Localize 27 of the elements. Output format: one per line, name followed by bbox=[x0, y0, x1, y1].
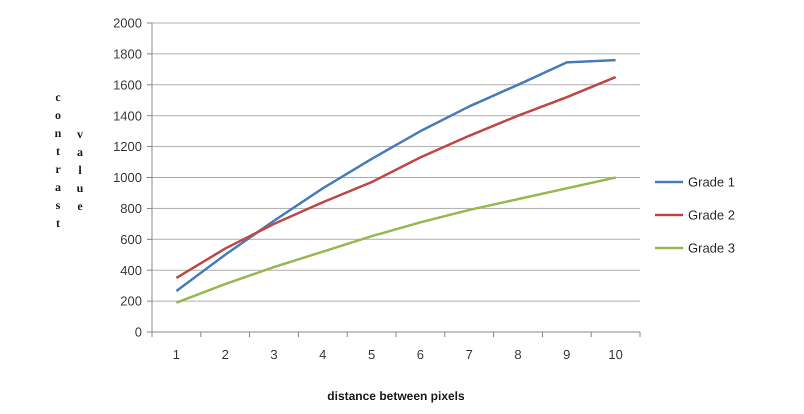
legend-label: Grade 2 bbox=[688, 208, 735, 223]
x-tick-label: 8 bbox=[514, 347, 522, 362]
line-series bbox=[175, 176, 617, 304]
x-axis-title: distance between pixels bbox=[327, 389, 466, 403]
legend-label: Grade 3 bbox=[688, 240, 735, 256]
y-tick-label: 1400 bbox=[113, 108, 142, 124]
legend-label: Grade 1 bbox=[688, 174, 735, 190]
y-tick-label: 1600 bbox=[113, 77, 142, 92]
y-tick-label: 1800 bbox=[113, 46, 142, 62]
y-tick-label: 2000 bbox=[113, 16, 142, 31]
x-tick-label: 1 bbox=[172, 347, 180, 362]
x-tick-label: 2 bbox=[222, 347, 229, 362]
x-tick-label: 6 bbox=[416, 347, 424, 362]
x-tick-label: 5 bbox=[368, 347, 376, 362]
x-tick-label: 3 bbox=[270, 347, 278, 362]
x-tick-label: 4 bbox=[319, 347, 326, 362]
x-tick-label: 9 bbox=[563, 347, 570, 362]
y-tick-label: 600 bbox=[120, 232, 142, 247]
y-tick-label: 200 bbox=[120, 294, 142, 309]
y-tick-label: 800 bbox=[120, 200, 142, 216]
y-tick-label: 1200 bbox=[113, 139, 142, 154]
y-tick-label: 400 bbox=[120, 262, 142, 278]
x-tick-label: 7 bbox=[466, 347, 473, 362]
x-tick-label: 10 bbox=[608, 347, 623, 362]
y-tick-label: 1000 bbox=[113, 170, 142, 186]
y-axis-title: contrast value bbox=[51, 90, 87, 234]
y-tick-label: 0 bbox=[134, 324, 142, 340]
